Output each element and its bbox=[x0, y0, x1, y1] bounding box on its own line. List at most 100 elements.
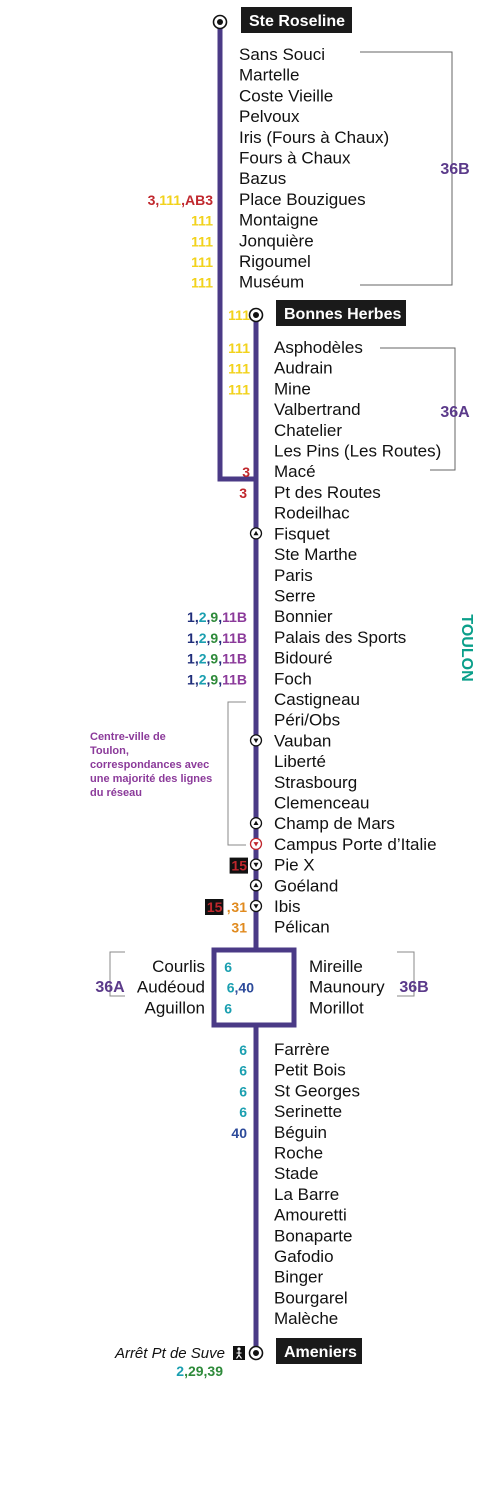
connection-line-111: 111 bbox=[228, 381, 250, 397]
stop-label: Binger bbox=[274, 1268, 323, 1287]
connection-line-111: 111 bbox=[191, 213, 213, 229]
stop-connections: 6 bbox=[239, 1083, 247, 1099]
connection-line-comma: , bbox=[204, 1363, 208, 1379]
stop-label: Asphodèles bbox=[274, 338, 363, 357]
direction-down-icon bbox=[253, 842, 259, 847]
stop-label: Vauban bbox=[274, 731, 331, 750]
downtown-bracket bbox=[227, 701, 246, 846]
connection-line-comma: , bbox=[218, 630, 222, 646]
loop-stop-connections: 6 bbox=[224, 1000, 232, 1016]
stop-label: Martelle bbox=[239, 66, 299, 85]
stop-label: Les Pins (Les Routes) bbox=[274, 442, 441, 461]
connection-line-1: 1 bbox=[187, 609, 195, 625]
connection-line-6: 6 bbox=[239, 1104, 247, 1120]
terminus-stop-dot bbox=[253, 312, 259, 318]
connection-line-6: 6 bbox=[239, 1083, 247, 1099]
connection-line-comma: , bbox=[207, 630, 211, 646]
connection-line-31: 31 bbox=[231, 920, 247, 936]
stop-label: Champ de Mars bbox=[274, 814, 395, 833]
downtown-note-line: une majorité des lignes bbox=[90, 773, 212, 785]
terminus-bonnes-herbes-bg bbox=[276, 300, 406, 326]
stop-label: La Barre bbox=[274, 1185, 339, 1204]
stop-label: Péri/Obs bbox=[274, 711, 340, 730]
stop-connections: 40 bbox=[231, 1125, 247, 1141]
loop-stop-connections: 6 bbox=[224, 959, 232, 975]
connection-line-11B: 11B bbox=[222, 651, 247, 667]
connection-line-2: 2 bbox=[176, 1363, 184, 1379]
line-badge-bg bbox=[229, 857, 248, 874]
stop-label: Castigneau bbox=[274, 690, 360, 709]
stop-connections: 111 bbox=[228, 381, 250, 397]
terminus-ste-roseline-bg bbox=[241, 7, 352, 33]
terminus-bonnes-herbes: Bonnes Herbes bbox=[284, 306, 401, 323]
pedestrian-icon-head bbox=[237, 1347, 241, 1351]
stop-label: Bidouré bbox=[274, 649, 333, 668]
stop-label: Chatelier bbox=[274, 421, 342, 440]
connection-line-11B: 11B bbox=[222, 630, 247, 646]
stop-label: Jonquière bbox=[239, 231, 314, 250]
connection-line-comma: , bbox=[181, 192, 185, 208]
stop-label: Bonaparte bbox=[274, 1226, 352, 1245]
stop-label: Palais des Sports bbox=[274, 628, 406, 647]
stop-connections: 31 bbox=[231, 920, 247, 936]
connection-line-6: 6 bbox=[227, 980, 235, 996]
loop-stop-connections: 6,40 bbox=[227, 980, 254, 996]
downtown-note-line: Toulon, bbox=[90, 745, 129, 757]
stop-label: Sans Souci bbox=[239, 45, 325, 64]
direction-down-icon bbox=[253, 862, 259, 868]
connection-line-comma: , bbox=[235, 980, 239, 996]
stop-label: Stade bbox=[274, 1164, 318, 1183]
stop-connections: 1,2,9,11B bbox=[187, 671, 247, 687]
direction-up-icon bbox=[253, 820, 259, 825]
stop-label: Farrère bbox=[274, 1040, 330, 1059]
branch-36A-label: 36A bbox=[440, 404, 470, 421]
connection-line-39: 39 bbox=[207, 1363, 223, 1379]
connection-line-comma: , bbox=[195, 671, 199, 687]
terminus-stop-dot bbox=[253, 1350, 259, 1356]
connection-line-11B: 11B bbox=[222, 609, 247, 625]
direction-down-icon bbox=[253, 738, 259, 743]
stop-label: Ibis bbox=[274, 897, 300, 916]
stop-label: Foch bbox=[274, 669, 312, 688]
stop-label: Muséum bbox=[239, 273, 304, 292]
stop-label: Montaigne bbox=[239, 211, 318, 230]
connection-line-111: 111 bbox=[228, 340, 250, 356]
stop-label: Goéland bbox=[274, 876, 338, 895]
stop-connections: 3 bbox=[239, 485, 247, 501]
connection-line-comma: , bbox=[207, 609, 211, 625]
connection-line-40: 40 bbox=[231, 1125, 247, 1141]
branch-36B-bracket bbox=[360, 51, 453, 286]
connection-line-comma: , bbox=[207, 671, 211, 687]
stop-connections: 6 bbox=[239, 1063, 247, 1079]
connection-line-9: 9 bbox=[210, 651, 218, 667]
stop-label: Valbertrand bbox=[274, 400, 361, 419]
stop-connections: 111 bbox=[228, 340, 250, 356]
connection-line-6: 6 bbox=[239, 1063, 247, 1079]
stop-connections: 6 bbox=[239, 1042, 247, 1058]
connection-line-comma: , bbox=[218, 671, 222, 687]
loop-stop-left: Audéoud bbox=[137, 978, 205, 997]
stop-label: Pt des Routes bbox=[274, 483, 381, 502]
terminus-ameniers: Ameniers bbox=[284, 1344, 357, 1361]
connection-line-1: 1 bbox=[187, 671, 195, 687]
connection-line-6: 6 bbox=[224, 959, 232, 975]
stop-connections: 111 bbox=[191, 233, 213, 249]
loop-stop-right: Maunoury bbox=[309, 978, 385, 997]
stop-connections: 111 bbox=[191, 275, 213, 291]
stop-connections-part: 31 bbox=[231, 899, 247, 915]
pedestrian-icon-body bbox=[236, 1351, 242, 1359]
connection-line-1: 1 bbox=[187, 651, 195, 667]
terminus-ameniers-bg bbox=[276, 1338, 362, 1364]
connection-line-111: 111 bbox=[228, 361, 250, 377]
stop-connections: 111 bbox=[228, 361, 250, 377]
connection-line-2: 2 bbox=[199, 651, 207, 667]
connection-line-9: 9 bbox=[210, 609, 218, 625]
connection-line-6: 6 bbox=[224, 1000, 232, 1016]
stop-label: Place Bouzigues bbox=[239, 190, 366, 209]
downtown-note-line: du réseau bbox=[90, 787, 142, 799]
loop-36A-label: 36A bbox=[95, 979, 125, 996]
stop-label: Audrain bbox=[274, 359, 333, 378]
direction-up-icon bbox=[253, 882, 259, 888]
stop-connections-part: 15 bbox=[207, 899, 223, 915]
